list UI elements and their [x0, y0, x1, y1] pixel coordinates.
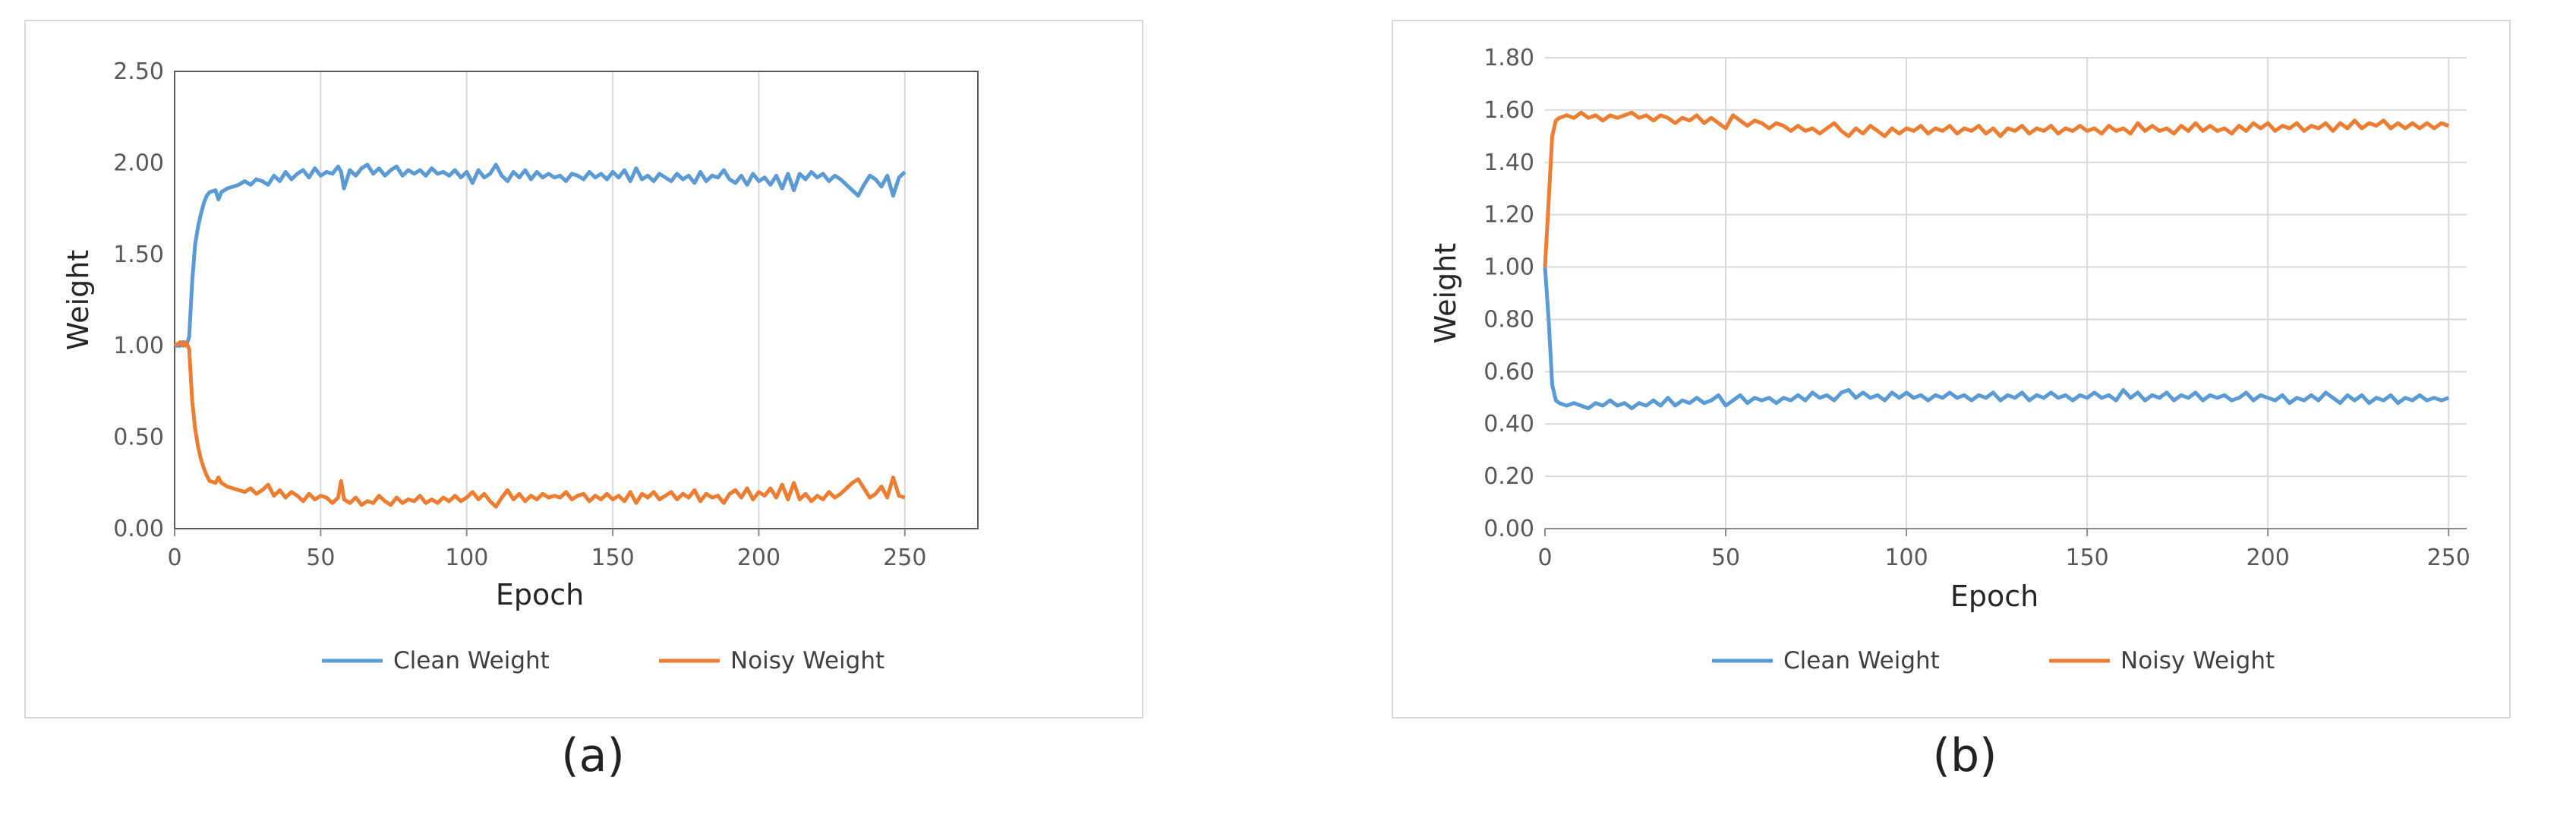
y-tick-label-4: 2.00 [113, 150, 164, 176]
x-tick-label-1: 50 [306, 545, 335, 571]
y-axis-title: Weight [1429, 243, 1462, 343]
legend-label-clean: Clean Weight [393, 647, 550, 674]
x-tick-label-1: 50 [1711, 545, 1740, 571]
y-tick-label-5: 1.00 [1483, 254, 1534, 281]
caption-b: (b) [1932, 729, 1997, 782]
legend-label-clean: Clean Weight [1783, 647, 1940, 674]
line-chart-b: 0 50 100 150 200 250 0.00 0.20 0.40 0.60 0.80 1.00 1… [1429, 45, 2470, 674]
series-line-noisy [1543, 110, 2450, 267]
x-tick-label-3: 150 [591, 545, 634, 571]
x-tick-label-4: 200 [737, 545, 780, 571]
y-tick-label-3: 1.50 [113, 242, 164, 268]
x-tick-label-4: 200 [2247, 545, 2290, 571]
y-tick-label-5: 2.50 [113, 58, 164, 85]
y-tick-label-9: 1.80 [1483, 45, 1534, 71]
y-axis-title: Weight [61, 250, 95, 350]
caption-a: (a) [561, 729, 625, 782]
x-tick-label-0: 0 [167, 545, 181, 571]
y-tick-label-1: 0.20 [1483, 463, 1534, 490]
legend-label-noisy: Noisy Weight [2120, 647, 2275, 674]
series-line-clean [1543, 267, 2450, 411]
x-axis-title: Epoch [496, 578, 584, 611]
y-tick-label-2: 0.40 [1483, 411, 1534, 437]
x-tick-label-3: 150 [2065, 545, 2108, 571]
chart-panel-b: 0 50 100 150 200 250 0.00 0.20 0.40 0.60 0.80 1.00 1… [1392, 20, 2511, 719]
series-line-clean [175, 163, 906, 348]
x-tick-label-5: 250 [883, 545, 926, 571]
line-chart-a: 0 50 100 150 200 250 0.00 0.50 1.00 1.50 2.00 2.50 E… [61, 58, 979, 674]
y-tick-label-8: 1.60 [1483, 97, 1534, 124]
x-tick-label-2: 100 [445, 545, 488, 571]
y-tick-label-2: 1.00 [113, 333, 164, 359]
y-tick-label-1: 0.50 [113, 425, 164, 451]
x-tick-label-0: 0 [1537, 545, 1552, 571]
x-axis-title: Epoch [1950, 580, 2038, 613]
legend-label-noisy: Noisy Weight [730, 647, 884, 674]
series-line-noisy [173, 340, 906, 509]
y-tick-label-4: 0.80 [1483, 306, 1534, 333]
y-tick-label-0: 0.00 [1483, 516, 1534, 542]
plot-area-border [174, 71, 979, 529]
y-tick-label-3: 0.60 [1483, 358, 1534, 385]
x-tick-label-5: 250 [2427, 545, 2470, 571]
y-tick-label-0: 0.00 [113, 516, 164, 542]
chart-panel-a: 0 50 100 150 200 250 0.00 0.50 1.00 1.50 2.00 2.50 E… [24, 20, 1143, 719]
y-tick-label-6: 1.20 [1483, 202, 1534, 229]
x-tick-label-2: 100 [1884, 545, 1928, 571]
y-tick-label-7: 1.40 [1483, 150, 1534, 176]
